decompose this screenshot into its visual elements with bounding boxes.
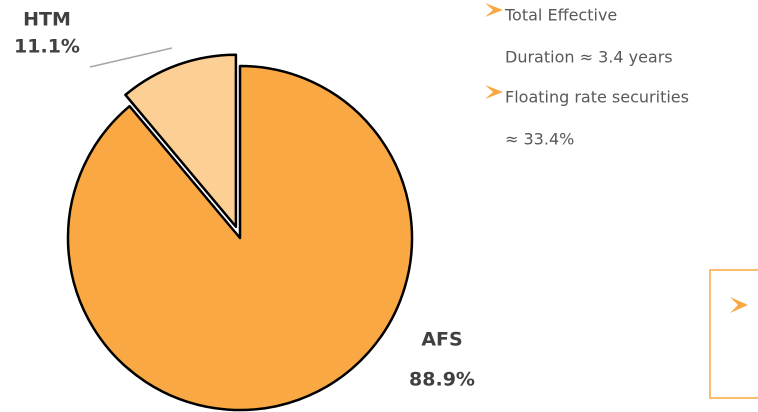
slice-label: HTM [23,9,71,31]
bullet-icon [730,297,748,313]
pie-slice [124,53,238,228]
slice-value-label: 88.9% [409,369,475,391]
bullet-text: Total Effective [504,6,617,25]
slice-label: AFS [421,329,462,351]
leader-line [89,47,173,68]
bullet-icon [485,85,503,99]
pie-slice [66,64,414,412]
bullet-text: Duration ≈ 3.4 years [505,48,673,67]
slice-value-label: 11.1% [14,36,80,58]
bullet-text: ≈ 33.4% [505,130,574,149]
callout-box [709,269,758,399]
bullet-icon [485,3,503,17]
bullet-text: Floating rate securities [505,88,689,107]
